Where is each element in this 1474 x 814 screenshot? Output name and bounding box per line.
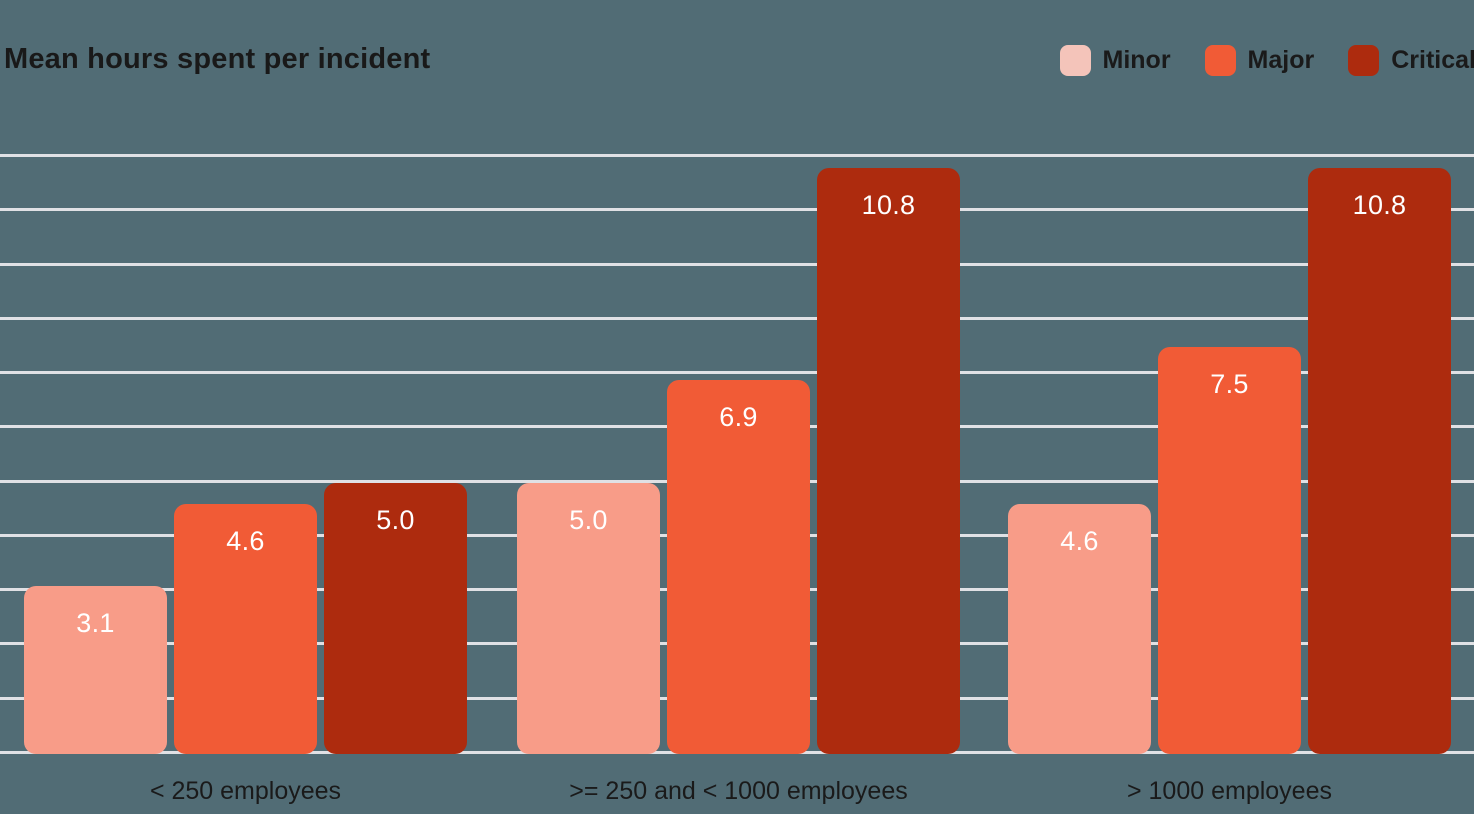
bar-group-1: 3.1 4.6 5.0 [24, 482, 467, 754]
bar-minor-1: 3.1 [24, 585, 167, 754]
legend-label-major: Major [1247, 46, 1315, 74]
bar-value-label: 4.6 [1060, 526, 1099, 557]
legend-item-major: Major [1204, 45, 1315, 76]
gridline [0, 208, 1474, 212]
bar-minor-3: 4.6 [1008, 504, 1151, 754]
gridline [0, 316, 1474, 320]
gridline [0, 262, 1474, 266]
bar-major-3: 7.5 [1158, 346, 1301, 754]
bar-major-2: 6.9 [667, 379, 810, 754]
bar-value-label: 3.1 [76, 607, 115, 638]
legend-label-minor: Minor [1102, 46, 1171, 74]
legend-label-critical: Critical [1391, 46, 1474, 74]
bar-major-1: 4.6 [174, 504, 317, 754]
x-axis-label-2: >= 250 and < 1000 employees [569, 777, 908, 805]
legend-item-critical: Critical [1348, 45, 1474, 76]
bar-critical-2: 10.8 [817, 167, 960, 754]
bar-value-label: 10.8 [1352, 189, 1407, 220]
bar-group-3: 4.6 7.5 10.8 [1008, 167, 1451, 754]
legend: Minor Major Critical [1059, 45, 1474, 76]
bar-critical-1: 5.0 [324, 482, 467, 754]
page-title: Mean hours spent per incident [4, 43, 431, 75]
bar-minor-2: 5.0 [517, 482, 660, 754]
legend-swatch-major [1204, 45, 1236, 76]
legend-swatch-critical [1348, 45, 1380, 76]
legend-item-minor: Minor [1059, 45, 1171, 76]
x-axis-label-1: < 250 employees [149, 777, 342, 805]
bar-group-2: 5.0 6.9 10.8 [517, 167, 960, 754]
gridline [0, 154, 1474, 157]
bar-value-label: 10.8 [861, 189, 916, 220]
bar-value-label: 5.0 [376, 504, 415, 535]
legend-swatch-minor [1059, 45, 1091, 76]
bar-value-label: 4.6 [226, 526, 265, 557]
bar-value-label: 5.0 [569, 504, 608, 535]
gridline [0, 371, 1474, 375]
x-axis-label-3: > 1000 employees [1126, 777, 1332, 805]
bar-value-label: 6.9 [719, 401, 758, 432]
bar-critical-3: 10.8 [1308, 167, 1451, 754]
bar-value-label: 7.5 [1210, 368, 1249, 399]
